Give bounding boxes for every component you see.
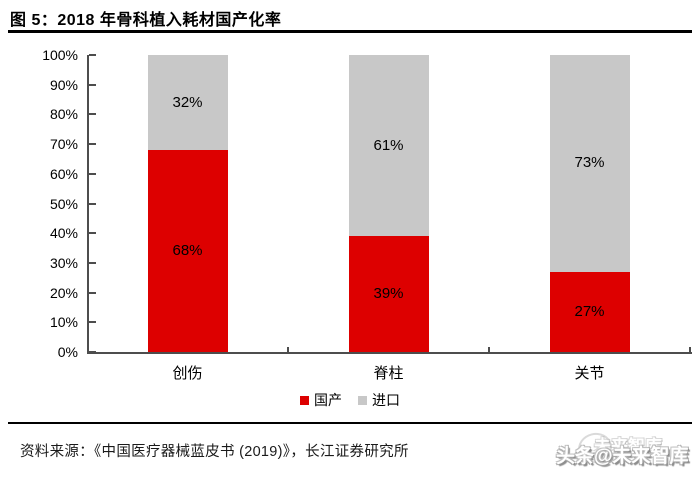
y-axis-tick-label: 90%	[49, 76, 78, 93]
watermark-text: 头条@未来智库	[556, 446, 689, 467]
footer-divider	[8, 422, 692, 424]
y-axis-tick	[89, 321, 96, 324]
bar-segment-进口	[147, 55, 228, 150]
y-axis-tick	[89, 351, 96, 353]
x-axis-tick	[689, 347, 691, 352]
bar-segment-国产	[348, 236, 429, 352]
bar-segment-国产	[549, 271, 630, 352]
y-axis-tick	[89, 83, 96, 86]
bar-segment-进口	[549, 55, 630, 272]
title-underline	[8, 30, 692, 33]
watermark: 未来智库 头条@未来智库	[552, 429, 700, 474]
y-axis-tick-label: 20%	[49, 284, 78, 301]
y-axis-tick	[89, 261, 96, 264]
watermark-ghost-text: 未来智库	[594, 437, 662, 456]
x-axis-tick	[488, 347, 490, 352]
y-axis-tick-label: 30%	[49, 254, 78, 271]
y-axis-tick-label: 10%	[49, 314, 78, 331]
legend-label: 进口	[372, 392, 400, 408]
bar-value-label: 27%	[574, 302, 605, 320]
y-axis-tick	[89, 232, 96, 235]
bar-value-label: 61%	[373, 136, 404, 154]
bar-value-label: 68%	[172, 242, 203, 259]
x-axis-category-label: 脊柱	[373, 365, 404, 382]
bar-segment-进口	[348, 55, 429, 237]
x-axis-line	[87, 352, 692, 354]
chart-legend: 国产 进口	[0, 390, 700, 410]
y-axis-tick	[89, 291, 96, 294]
bar-value-label: 73%	[574, 154, 605, 172]
y-axis-tick	[89, 202, 96, 205]
bar-segment-国产	[147, 150, 228, 352]
y-axis-line	[87, 55, 89, 354]
y-axis-tick	[89, 143, 96, 146]
y-axis-tick	[89, 172, 96, 175]
y-axis-tick	[89, 113, 96, 116]
figure-title: 图 5：2018 年骨科植入耗材国产化率	[10, 12, 282, 29]
legend-label: 国产	[314, 392, 342, 408]
legend-swatch-icon	[358, 395, 367, 405]
legend-swatch-icon	[300, 395, 309, 405]
y-axis-tick-label: 60%	[49, 165, 78, 182]
y-axis-tick-label: 40%	[49, 225, 78, 242]
y-axis-tick-label: 70%	[49, 136, 78, 153]
bar-value-label: 39%	[373, 285, 404, 303]
bar-value-label: 32%	[172, 93, 203, 111]
y-axis-tick-label: 0%	[57, 344, 78, 360]
legend-item-国产: 国产	[300, 390, 342, 410]
y-axis-tick-label: 50%	[49, 195, 78, 212]
y-axis-tick	[89, 54, 96, 56]
y-axis-tick-label: 100%	[42, 47, 78, 63]
legend-item-进口: 进口	[358, 390, 400, 410]
source-note: 资料来源：《中国医疗器械蓝皮书 (2019)》，长江证券研究所	[20, 444, 409, 460]
x-axis-tick	[287, 347, 289, 352]
x-axis-category-label: 创伤	[172, 365, 203, 382]
x-axis-category-label: 关节	[574, 365, 605, 382]
y-axis-tick-label: 80%	[49, 106, 78, 123]
